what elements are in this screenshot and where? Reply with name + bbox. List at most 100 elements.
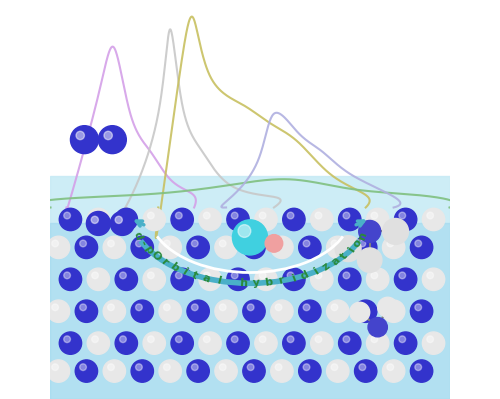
Circle shape (315, 212, 322, 219)
Circle shape (310, 332, 333, 354)
Text: a: a (330, 255, 342, 268)
Bar (50, 176, 450, 399)
Text: z: z (320, 261, 332, 273)
Circle shape (248, 240, 254, 247)
Circle shape (104, 131, 112, 140)
Text: p: p (142, 244, 155, 256)
Circle shape (422, 268, 444, 290)
Text: l: l (216, 275, 222, 286)
Circle shape (215, 360, 237, 382)
Circle shape (415, 304, 422, 311)
Circle shape (287, 336, 294, 343)
Circle shape (103, 300, 126, 322)
Bar (50, 223, 450, 399)
Circle shape (120, 336, 126, 343)
Circle shape (387, 240, 394, 247)
Text: i: i (290, 273, 297, 284)
Circle shape (75, 300, 98, 322)
Circle shape (399, 336, 406, 343)
Text: r: r (159, 256, 170, 267)
Circle shape (115, 208, 138, 231)
Circle shape (298, 300, 321, 322)
Circle shape (80, 304, 86, 311)
Circle shape (282, 332, 305, 354)
Circle shape (359, 304, 366, 311)
Circle shape (366, 268, 389, 290)
Circle shape (199, 268, 222, 290)
Circle shape (326, 300, 349, 322)
Circle shape (354, 236, 377, 259)
Circle shape (303, 240, 310, 247)
Circle shape (270, 236, 293, 259)
Circle shape (248, 364, 254, 371)
Circle shape (143, 332, 166, 354)
Circle shape (343, 336, 350, 343)
Circle shape (52, 364, 59, 371)
Text: O: O (149, 249, 163, 263)
Circle shape (343, 272, 350, 279)
Circle shape (159, 236, 182, 259)
Circle shape (159, 300, 182, 322)
Circle shape (176, 272, 182, 279)
Circle shape (248, 304, 254, 311)
Circle shape (75, 360, 98, 382)
Circle shape (275, 304, 282, 311)
Circle shape (371, 272, 378, 279)
Text: y: y (252, 278, 260, 288)
Circle shape (422, 332, 444, 354)
Circle shape (427, 336, 434, 343)
Circle shape (87, 208, 110, 231)
Circle shape (410, 236, 432, 259)
Circle shape (315, 336, 322, 343)
Circle shape (164, 364, 170, 371)
Circle shape (326, 236, 349, 259)
Circle shape (315, 272, 322, 279)
Circle shape (243, 236, 265, 259)
Text: d: d (132, 231, 143, 241)
Circle shape (331, 304, 338, 311)
Circle shape (52, 304, 59, 311)
Circle shape (338, 268, 361, 290)
Circle shape (115, 332, 138, 354)
Circle shape (108, 364, 114, 371)
Circle shape (366, 208, 389, 231)
Circle shape (232, 336, 238, 343)
Text: r: r (278, 275, 285, 286)
Circle shape (148, 212, 154, 219)
Circle shape (275, 364, 282, 371)
Circle shape (86, 211, 110, 235)
Circle shape (92, 272, 98, 279)
Circle shape (255, 208, 277, 231)
Circle shape (427, 212, 434, 219)
Circle shape (382, 219, 408, 244)
Circle shape (232, 272, 238, 279)
Circle shape (199, 208, 222, 231)
Circle shape (298, 360, 321, 382)
Circle shape (108, 240, 114, 247)
Circle shape (164, 304, 170, 311)
Circle shape (338, 332, 361, 354)
Circle shape (76, 131, 84, 140)
Circle shape (378, 297, 398, 317)
Circle shape (110, 211, 134, 235)
Circle shape (192, 364, 198, 371)
Circle shape (103, 236, 126, 259)
Circle shape (52, 240, 59, 247)
Circle shape (422, 208, 444, 231)
Circle shape (394, 332, 417, 354)
Circle shape (171, 268, 194, 290)
Circle shape (298, 236, 321, 259)
Circle shape (148, 272, 154, 279)
Circle shape (387, 304, 394, 311)
Circle shape (260, 212, 266, 219)
Text: i: i (180, 266, 188, 277)
Circle shape (287, 272, 294, 279)
Circle shape (64, 336, 70, 343)
Circle shape (310, 268, 333, 290)
Text: h: h (240, 278, 248, 288)
Circle shape (243, 360, 265, 382)
Text: i: i (312, 266, 320, 277)
Circle shape (120, 212, 126, 219)
Circle shape (415, 364, 422, 371)
Circle shape (48, 236, 70, 259)
